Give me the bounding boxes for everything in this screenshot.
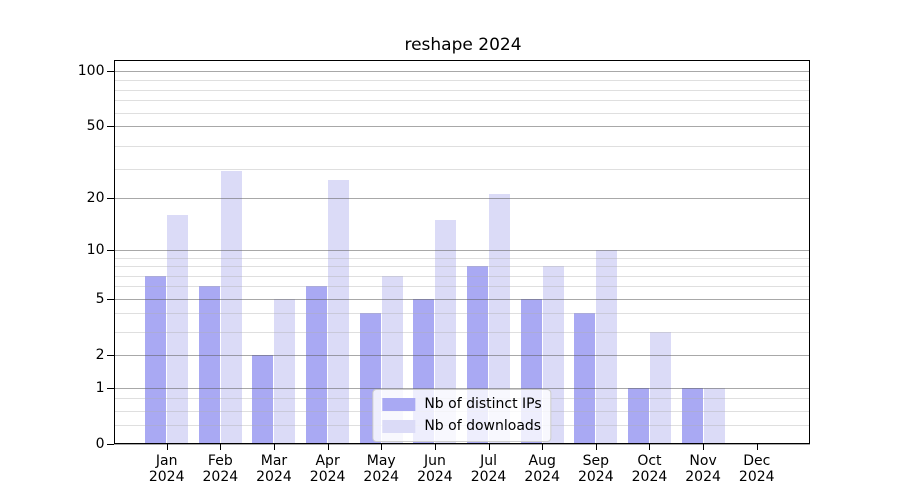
gridline-minor [113,168,810,170]
y-tick-label-100: 100 [77,62,105,79]
y-tick-label-1: 1 [95,379,105,396]
x-tick-label-sep: Sep 2024 [577,452,614,486]
x-tick-label-nov: Nov 2024 [685,452,721,486]
y-tick-label-20: 20 [86,189,105,206]
bar-downloads-oct [649,331,671,444]
legend-entry-downloads: Nb of downloads [382,418,541,435]
y-tick [106,443,114,445]
x-tick [381,443,383,450]
bar-distinct-ips-feb [198,286,220,444]
x-tick [327,443,329,450]
x-tick [220,443,222,450]
gridline-minor [113,100,810,102]
legend-swatch-downloads [382,420,416,433]
x-tick-label-apr: Apr 2024 [309,452,346,486]
y-tick-label-0: 0 [95,435,105,452]
x-tick-label-jul: Jul 2024 [470,452,507,486]
y-tick-label-50: 50 [86,117,105,134]
legend-swatch-distinct-ips [382,398,416,411]
bar-downloads-feb [220,171,242,444]
bar-downloads-jun [435,219,457,444]
x-tick [166,443,168,450]
y-tick-label-5: 5 [95,290,105,307]
chart-title: reshape 2024 [404,35,522,55]
gridline-minor [113,266,810,267]
gridline-major [113,70,810,72]
bar-distinct-ips-jan [145,275,167,444]
y-tick [106,70,114,72]
y-tick [106,197,114,199]
bar-downloads-apr [328,180,350,444]
bar-downloads-jan [167,214,189,444]
x-tick-label-jan: Jan 2024 [148,452,185,486]
x-tick-label-aug: Aug 2024 [524,452,560,486]
gridline-minor [113,145,810,147]
bar-downloads-sep [596,249,618,444]
x-tick [488,443,490,450]
x-tick [273,443,275,450]
bar-distinct-ips-nov [681,387,703,444]
y-tick-label-2: 2 [95,346,105,363]
gridline-major [113,443,810,445]
y-tick [106,354,114,356]
legend-label: Nb of downloads [424,418,542,434]
y-tick-label-10: 10 [86,241,105,258]
bar-downloads-jul [489,193,511,444]
x-tick-label-mar: Mar 2024 [256,452,292,486]
bar-distinct-ips-mar [252,354,274,444]
x-tick [595,443,597,450]
gridline-major [113,249,810,251]
x-tick-label-dec: Dec 2024 [738,452,775,486]
x-tick [703,443,705,450]
gridline-minor [113,112,810,114]
x-tick-label-may: May 2024 [363,452,400,486]
legend: Nb of distinct IPs Nb of downloads [372,389,552,442]
x-tick-label-jun: Jun 2024 [417,452,453,486]
gridline-minor [113,80,810,81]
legend-entry-distinct-ips: Nb of distinct IPs [382,396,542,413]
bar-downloads-mar [274,298,296,444]
bar-distinct-ips-sep [574,313,596,444]
y-tick [106,249,114,251]
y-tick [106,298,114,300]
bar-distinct-ips-apr [306,286,328,444]
legend-label: Nb of distinct IPs [424,396,542,412]
gridline-major [113,125,810,127]
bar-downloads-nov [703,387,725,444]
x-tick [434,443,436,450]
x-tick [542,443,544,450]
gridline-minor [113,257,810,259]
gridline-major [113,197,810,199]
y-tick [106,387,114,389]
x-tick [756,443,758,450]
y-tick [106,125,114,127]
x-tick [649,443,651,450]
x-tick-label-feb: Feb 2024 [202,452,239,486]
bar-distinct-ips-oct [627,387,649,444]
gridline-minor [113,89,810,91]
x-tick-label-oct: Oct 2024 [631,452,668,486]
gridline-minor [113,275,810,277]
